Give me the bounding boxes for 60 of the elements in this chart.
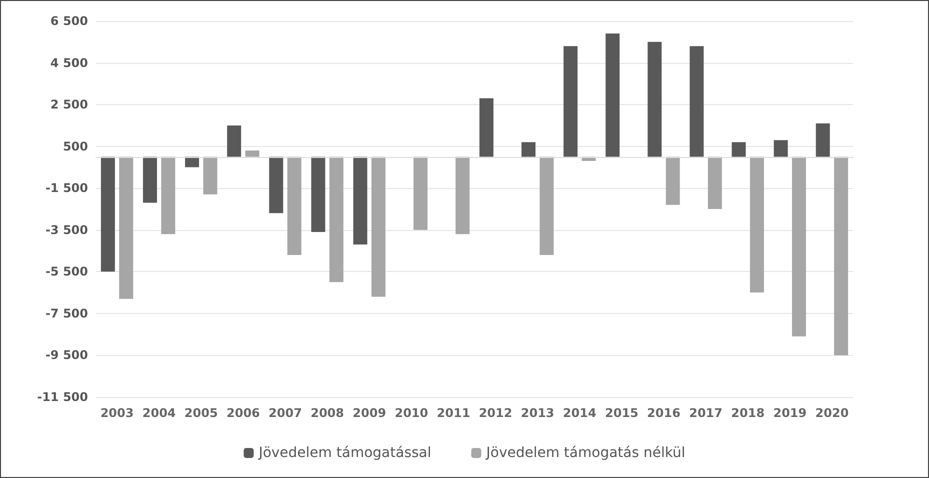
bar <box>414 156 428 230</box>
bar <box>371 156 386 297</box>
x-tick-label: 2003 <box>100 406 134 420</box>
bar <box>708 156 722 209</box>
bar <box>750 156 764 293</box>
y-tick-label: 6 500 <box>50 14 88 28</box>
x-tick-label: 2016 <box>647 406 680 420</box>
x-tick-label: 2008 <box>310 406 344 420</box>
bar <box>792 156 806 336</box>
y-tick-label: -11 500 <box>37 390 88 404</box>
bar <box>834 156 848 356</box>
bar <box>690 46 704 157</box>
x-tick-label: 2011 <box>436 406 470 420</box>
x-tick-label: 2020 <box>815 406 849 420</box>
bar <box>269 156 284 214</box>
y-tick-label: -3 500 <box>45 222 88 237</box>
bar <box>353 156 368 245</box>
bar <box>227 125 242 157</box>
bar <box>329 156 344 282</box>
bar <box>564 46 578 157</box>
y-tick-label: -7 500 <box>45 306 88 320</box>
bar <box>732 142 746 157</box>
bar <box>816 123 830 157</box>
y-tick-label: 2 500 <box>50 98 88 112</box>
bar <box>203 156 218 194</box>
x-tick-label: 2014 <box>562 406 596 420</box>
bar <box>521 142 536 157</box>
y-tick-label: -5 500 <box>45 264 88 279</box>
bar <box>456 156 470 234</box>
bar <box>142 156 157 203</box>
x-tick-label: 2009 <box>352 406 386 420</box>
x-tick-label: 2010 <box>394 406 428 420</box>
y-tick-label: -9 500 <box>45 348 88 362</box>
y-tick-label: 500 <box>62 139 88 154</box>
x-tick-label: 2007 <box>268 406 302 420</box>
bar <box>245 150 260 157</box>
legend-label: Jövedelem támogatás nélkül <box>485 445 686 461</box>
x-tick-label: 2017 <box>689 406 723 420</box>
bar <box>100 156 115 272</box>
x-tick-label: 2015 <box>604 406 638 420</box>
bar <box>119 156 134 299</box>
y-tick-label: -1 500 <box>45 181 88 196</box>
x-tick-label: 2013 <box>520 406 554 420</box>
bar <box>648 42 662 157</box>
bar <box>540 156 554 255</box>
bar <box>287 156 302 255</box>
bar <box>161 156 176 234</box>
legend-label: Jövedelem támogatással <box>258 445 432 461</box>
bar <box>774 140 788 157</box>
x-tick-label: 2018 <box>731 406 765 420</box>
x-tick-label: 2004 <box>142 406 176 420</box>
y-tick-label: 4 500 <box>50 56 88 70</box>
x-tick-label: 2005 <box>184 406 218 420</box>
bar <box>479 98 494 157</box>
x-tick-label: 2019 <box>773 406 807 420</box>
x-tick-label: 2012 <box>478 406 512 420</box>
bar <box>666 156 680 205</box>
bar <box>606 34 620 157</box>
bar <box>311 156 326 232</box>
x-tick-label: 2006 <box>226 406 260 420</box>
